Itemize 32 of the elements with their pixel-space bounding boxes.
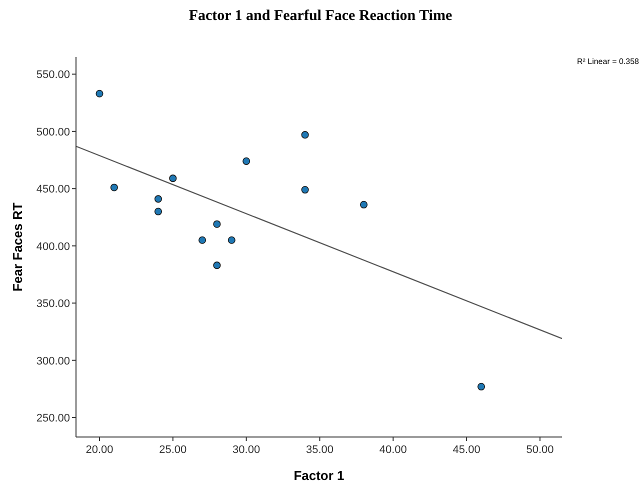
point: [213, 262, 221, 270]
x-tick-label: 20.00: [86, 444, 114, 456]
point: [154, 195, 162, 203]
point: [242, 157, 250, 165]
x-axis-title: Factor 1: [294, 468, 344, 483]
point: [198, 236, 206, 244]
point: [301, 131, 309, 139]
x-tick-label: 40.00: [379, 444, 407, 456]
chart-title: Factor 1 and Fearful Face Reaction Time: [188, 8, 452, 24]
y-tick-label: 450.00: [36, 184, 70, 196]
y-tick-label: 250.00: [36, 412, 70, 425]
y-axis-title: Fear Faces RT: [10, 202, 25, 292]
text: R² Linear = 0.358: [576, 57, 640, 66]
x-tick-label: 35.00: [306, 444, 334, 456]
x-tick-label: 25.00: [159, 444, 187, 456]
y-tick-label: 350.00: [36, 298, 70, 310]
point: [301, 186, 309, 194]
y-tick-label: 300.00: [36, 355, 70, 368]
point: [360, 200, 368, 208]
point: [96, 90, 104, 98]
y-tick-label: 400.00: [36, 240, 70, 253]
x-tick-label: 50.00: [526, 444, 554, 456]
point: [169, 174, 177, 182]
point: [110, 184, 118, 192]
x-tick-label: 45.00: [452, 444, 480, 456]
point: [154, 208, 162, 216]
point: [213, 220, 221, 228]
point: [477, 382, 486, 390]
y-tick-label: 500.00: [36, 126, 70, 138]
point: [228, 236, 236, 244]
x-tick-label: 30.00: [232, 444, 260, 456]
y-tick-label: 550.00: [36, 69, 70, 82]
